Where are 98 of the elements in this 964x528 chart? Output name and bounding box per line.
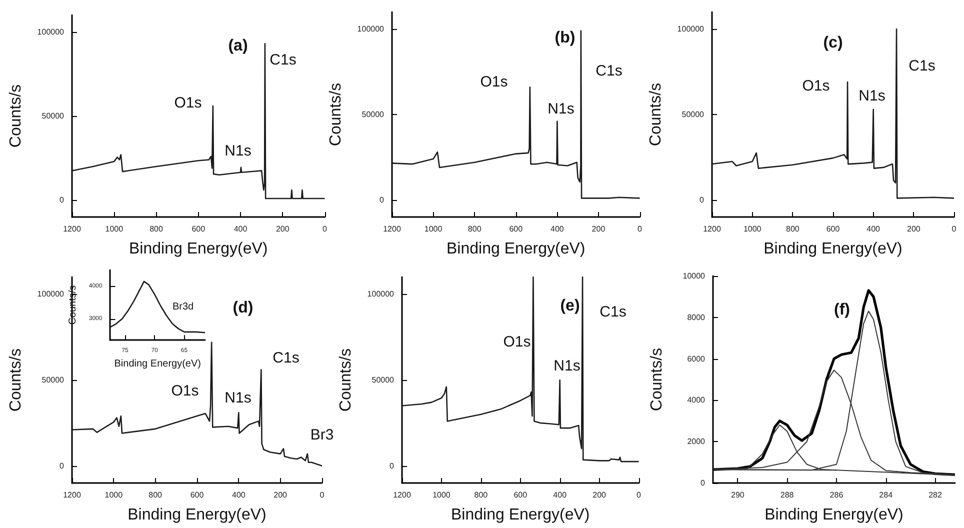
annotation: O1s — [802, 78, 830, 94]
annotation: O1s — [171, 382, 199, 400]
x-tick-label: 0 — [636, 490, 642, 500]
x-tick-label: 800 — [148, 490, 163, 500]
y-tick-label: 0 — [700, 478, 706, 488]
annotation: N1s — [224, 142, 252, 160]
y-tick-label: 0 — [380, 195, 385, 204]
y-tick-label: 100000 — [37, 27, 65, 36]
annotation: Br3d — [172, 302, 194, 312]
y-tick-label: 2000 — [687, 437, 706, 446]
x-tick-label: 800 — [150, 224, 164, 234]
y-axis-title: Counts/s — [648, 348, 666, 412]
y-tick-label: 0 — [60, 196, 65, 205]
y-tick-label: 50000 — [372, 376, 395, 384]
x-axis-title: Binding Energy(eV) — [129, 240, 268, 258]
x-tick-label: 1000 — [432, 490, 451, 500]
y-axis-title: Counts/s — [68, 285, 78, 325]
x-tick-label: 1200 — [63, 490, 82, 500]
x-tick-label: 1000 — [104, 490, 124, 500]
x-tick-label: 600 — [514, 490, 528, 500]
x-tick-label: 800 — [474, 490, 488, 500]
x-tick-label: 0 — [638, 224, 643, 234]
x-tick-label: 600 — [509, 224, 524, 234]
x-tick-label: 800 — [468, 224, 482, 234]
annotation: C1s — [272, 350, 300, 366]
x-tick-label: 284 — [879, 490, 894, 500]
y-axis-title: Counts/s — [8, 348, 24, 412]
x-axis-title: Binding Energy(eV) — [764, 240, 902, 258]
x-tick-label: 600 — [190, 490, 204, 500]
y-tick-label: 50000 — [362, 110, 385, 119]
annotation: C1s — [596, 62, 622, 80]
x-axis-title: Binding Energy(eV) — [451, 506, 590, 524]
text: (a) — [228, 38, 248, 54]
annotation: O1s — [174, 94, 202, 112]
text: (e) — [560, 298, 580, 314]
y-tick-label: 0 — [60, 461, 65, 470]
x-tick-label: 200 — [592, 224, 606, 234]
text: (f) — [834, 302, 850, 318]
x-tick-label: 400 — [866, 224, 881, 234]
y-tick-label: 100000 — [677, 24, 705, 34]
y-tick-label: 0 — [700, 195, 705, 204]
x-tick-label: 286 — [830, 490, 844, 500]
x-tick-label: 200 — [276, 224, 290, 234]
y-tick-label: 8000 — [687, 312, 706, 322]
x-tick-label: 290 — [731, 490, 745, 500]
x-tick-label: 600 — [192, 224, 206, 234]
x-tick-label: 1000 — [424, 224, 443, 234]
annotation: C1s — [270, 52, 296, 68]
y-axis-title: Counts/s — [648, 82, 664, 146]
y-tick-label: 10000 — [682, 272, 706, 280]
x-tick-label: 600 — [826, 224, 840, 234]
annotation: Br3 — [310, 426, 334, 444]
x-tick-label: 282 — [928, 490, 942, 500]
x-axis-title: Binding Energy(eV) — [446, 240, 586, 258]
text: (d) — [232, 300, 254, 316]
y-tick-label: 100000 — [357, 24, 385, 34]
y-tick-label: 0 — [390, 461, 395, 470]
x-tick-label: 288 — [780, 490, 794, 500]
x-tick-label: 1200 — [63, 224, 82, 234]
x-tick-label: 400 — [553, 490, 568, 500]
y-tick-label: 50000 — [42, 112, 65, 120]
y-tick-label: 6000 — [687, 354, 706, 364]
x-axis-title: Binding Energy(eV) — [128, 506, 266, 524]
y-tick-label: 100000 — [37, 290, 65, 299]
annotation: C1s — [600, 304, 626, 320]
y-axis-title: Counts/s — [8, 84, 24, 148]
text: (c) — [823, 34, 843, 52]
y-tick-label: 50000 — [682, 110, 705, 119]
x-tick-label: 1200 — [383, 224, 402, 234]
x-tick-label: 200 — [592, 490, 607, 500]
y-tick-label: 50000 — [42, 376, 65, 384]
annotation: N1s — [858, 88, 886, 104]
x-tick-label: 1000 — [105, 224, 124, 234]
x-tick-label: 400 — [234, 224, 248, 234]
y-tick-label: 4000 — [687, 396, 706, 405]
annotation: N1s — [554, 358, 580, 374]
x-tick-label: 800 — [786, 224, 800, 234]
y-tick-label: 100000 — [367, 290, 395, 299]
x-tick-label: 1200 — [393, 490, 412, 500]
x-tick-label: 0 — [322, 224, 328, 234]
y-axis-title: Counts/s — [328, 82, 344, 146]
x-tick-label: 200 — [906, 224, 921, 234]
x-tick-label: 1000 — [743, 224, 762, 234]
y-axis-title: Counts/s — [338, 348, 354, 412]
annotation: C1s — [908, 58, 936, 74]
annotation: O1s — [480, 74, 508, 90]
x-axis-title: Binding Energy(eV) — [114, 358, 201, 370]
x-tick-label: 400 — [232, 490, 246, 500]
annotation: O1s — [503, 334, 531, 350]
x-tick-label: 400 — [550, 224, 564, 234]
x-tick-label: 1200 — [703, 224, 722, 234]
x-tick-label: 0 — [320, 490, 325, 500]
x-tick-label: 200 — [274, 490, 288, 500]
annotation: N1s — [224, 390, 252, 406]
text: (b) — [554, 30, 576, 46]
annotation: N1s — [548, 100, 574, 118]
x-tick-label: 0 — [952, 224, 957, 234]
x-axis-title: Binding Energy(eV) — [764, 506, 904, 524]
